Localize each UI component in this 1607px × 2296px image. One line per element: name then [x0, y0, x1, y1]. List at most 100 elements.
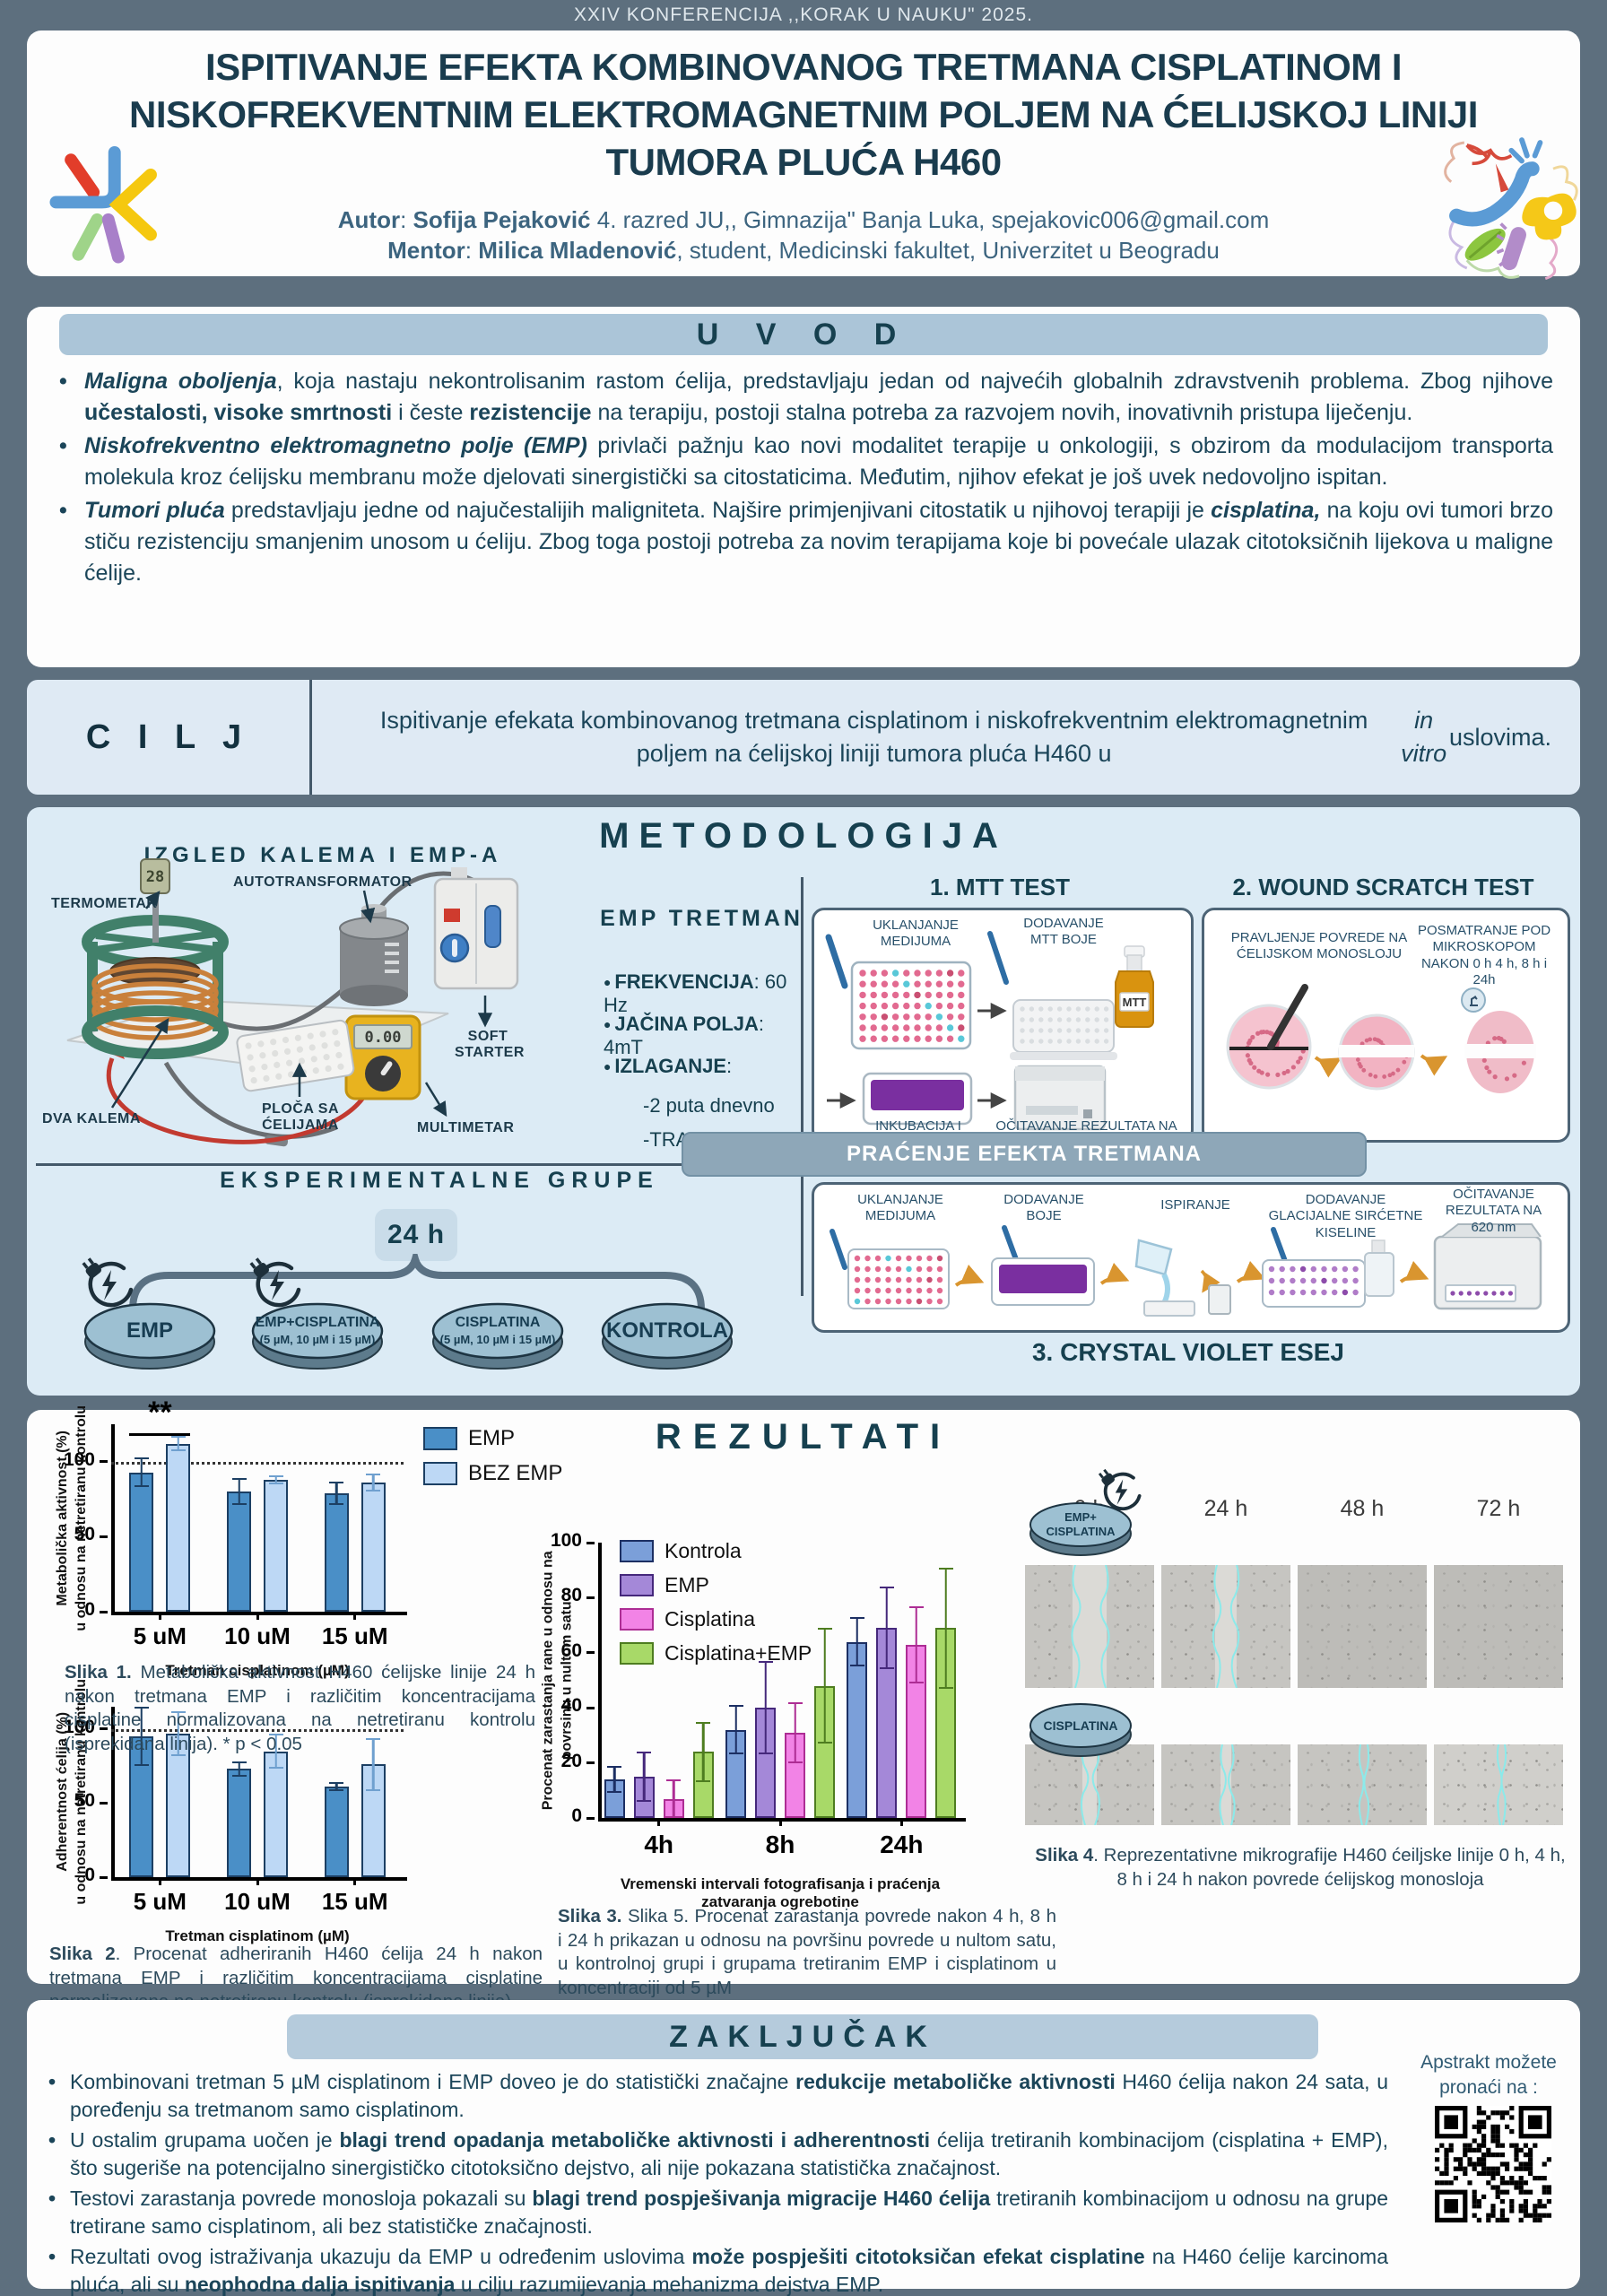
bar-BEZ EMP [264, 1479, 288, 1612]
error-bar-line [856, 1618, 859, 1665]
micro-disc-cisplatina: CISPLATINA [1022, 1683, 1139, 1765]
error-bar-line [238, 1763, 240, 1775]
bullet-item: Kombinovani tretman 5 µM cisplatinom i E… [43, 2068, 1388, 2123]
x-tick-mark [158, 1612, 161, 1620]
dashed-reference-line [111, 1461, 404, 1465]
cylab: Metabolička aktivnost (%) u odnosu na net… [55, 1405, 89, 1631]
error-bar-line [177, 1438, 180, 1450]
science-wreath-logo [1444, 137, 1578, 281]
y-tick-mark [100, 1610, 108, 1613]
author-line: Autor: Sofija Pejaković 4. razred JU,, G… [337, 206, 1270, 233]
legend-label: Cisplatina [665, 1607, 755, 1631]
crystal-step-3: ISPIRANJE [1160, 1197, 1230, 1213]
y-tick-mark [100, 1535, 108, 1538]
bar-BEZ EMP [264, 1751, 288, 1877]
y-tick-label: 60 [560, 1639, 582, 1661]
error-bar [329, 1782, 344, 1792]
y-axis-label: Metabolička aktivnost (%) u odnosu na net… [50, 1405, 95, 1631]
micro-header-72h: 72 h [1476, 1496, 1521, 1521]
zakljucak-bullet-list: Kombinovani tretman 5 µM cisplatinom i E… [43, 2068, 1388, 2296]
x-category-label: 15 uM [321, 1622, 388, 1649]
conference-title: XXIV KONFERENCIJA ,,KORAK U NAUKU" 2025. [574, 4, 1033, 25]
crystal-panel: UKLANJANJE MEDIJUMA DODAVANJE BOJE ISPIR… [812, 1182, 1570, 1333]
chart-wound-healing: 0 20 40 60 80 100 4h 8h 24h Vremenski intervali f… [534, 1471, 1040, 1910]
micro-header-48h: 48 h [1340, 1496, 1385, 1521]
micrograph-empcis-48h [1298, 1565, 1427, 1688]
zakljucak-heading: ZAKLJUČAK [287, 2014, 1318, 2059]
poster-title-line-1: ISPITIVANJE EFEKTA KOMBINOVANOG TRETMANA… [204, 46, 1403, 88]
legend-swatch [620, 1608, 654, 1631]
cilj-text: Ispitivanje efekata kombinovanog tretman… [379, 707, 1551, 767]
label-autotransformator: AUTOTRANSFORMATOR [233, 874, 413, 890]
legend-item: Kontrola [620, 1539, 812, 1563]
micrograph-empcis-0h [1025, 1565, 1154, 1688]
bullet-item: Testovi zarastanja povrede monosloja pok… [43, 2185, 1388, 2239]
x-category-label: 10 uM [224, 1622, 291, 1649]
header-card: ISPITIVANJE EFEKTA KOMBINOVANOG TRETMANA… [27, 30, 1580, 281]
error-bar [728, 1705, 743, 1755]
crystal-step-1: UKLANJANJE MEDIJUMA [857, 1192, 943, 1224]
error-bar [696, 1721, 711, 1783]
label-ploca-sa-celijama: PLOČA SA ĆELIJAMA [261, 1101, 340, 1133]
error-bar-line [274, 1735, 277, 1768]
chart-plot-area [111, 1424, 407, 1615]
wound-heading: 2. WOUND SCRATCH TEST [1232, 874, 1534, 900]
y-tick-label: 50 [74, 1790, 95, 1812]
error-bar-line [794, 1704, 796, 1761]
x-tick-mark [256, 1877, 259, 1885]
y-axis-label: Procenat zarastanja rane u odnosu na povr… [535, 1543, 580, 1818]
chart-metabolic-activity: 0 50 100 5 uM 10 uM 15 uM Tretman cisplatinom … [36, 1396, 592, 1679]
legend-item: Cisplatina+EMP [620, 1641, 812, 1665]
error-bar-line [334, 1784, 338, 1790]
legend-label: Kontrola [665, 1539, 742, 1562]
micrograph-cis-72h [1434, 1744, 1563, 1825]
error-bar-line [334, 1483, 338, 1504]
uvod-heading: U V O D [59, 314, 1548, 355]
disc-emp-cisplatina: EMP+CISPLATINA (5 µM, 10 µM i 15 µM) [241, 1281, 394, 1379]
error-bar [134, 1457, 149, 1488]
y-tick-mark [586, 1706, 595, 1709]
y-tick-mark [586, 1596, 595, 1599]
bar-EMP [129, 1472, 154, 1612]
mtt-step-2: DODAVANJE MTT BOJE [1023, 916, 1104, 948]
y-tick-label: 40 [560, 1695, 582, 1717]
x-category-label: 10 uM [224, 1888, 291, 1915]
error-bar [758, 1661, 773, 1755]
y-tick-mark [100, 1460, 108, 1464]
y-tick-label: 100 [63, 1448, 95, 1470]
error-bar [666, 1779, 682, 1818]
crystal-step-2: DODAVANJE BOJE [1003, 1192, 1084, 1224]
x-axis-label: Vremenski intervali fotografisanja i pra… [620, 1875, 941, 1910]
error-bar [849, 1616, 864, 1667]
significance-label: ** [148, 1396, 172, 1431]
plug-icon [82, 1257, 134, 1308]
micro-header-24h: 24 h [1203, 1496, 1248, 1521]
wound-illustration [1226, 984, 1536, 1093]
cilj-heading: C I L J [85, 718, 251, 756]
y-tick-mark [586, 1761, 595, 1765]
x-category-label: 8h [765, 1831, 795, 1858]
emp-tretman-heading: EMP TRETMAN [600, 906, 804, 931]
disc-emp: EMP [74, 1281, 226, 1379]
grupe-brace [129, 1254, 705, 1313]
bullet-item: Tumori pluća predstavljaju jedne od naju… [54, 495, 1553, 589]
error-bar-line [885, 1588, 889, 1668]
error-bar [787, 1702, 803, 1763]
pracenje-pill: PRAĆENJE EFEKTA TRETMANA [682, 1132, 1367, 1177]
dashed-reference-line [111, 1728, 404, 1732]
micrograph-empcis-72h [1434, 1565, 1563, 1688]
wound-step-1: PRAVLJENJE POVREDE NA ĆELIJSKOM MONOSLOJ… [1230, 930, 1408, 962]
error-bar [366, 1474, 381, 1492]
bullet-item: Rezultati ovog istraživanja ukazuju da E… [43, 2243, 1388, 2296]
crystal-heading: 3. CRYSTAL VIOLET ESEJ [1031, 1338, 1344, 1366]
y-tick-label: 0 [84, 1599, 95, 1620]
y-tick-mark [586, 1816, 595, 1820]
error-bar-line [140, 1458, 143, 1486]
kalem-diagram: 28 0.00 [40, 857, 596, 1170]
legend-item: BEZ EMP [423, 1461, 562, 1486]
y-tick-mark [100, 1727, 108, 1731]
y-tick-label: 80 [560, 1585, 582, 1606]
bar-BEZ EMP [166, 1443, 191, 1612]
crystal-illustration [830, 1223, 1542, 1317]
